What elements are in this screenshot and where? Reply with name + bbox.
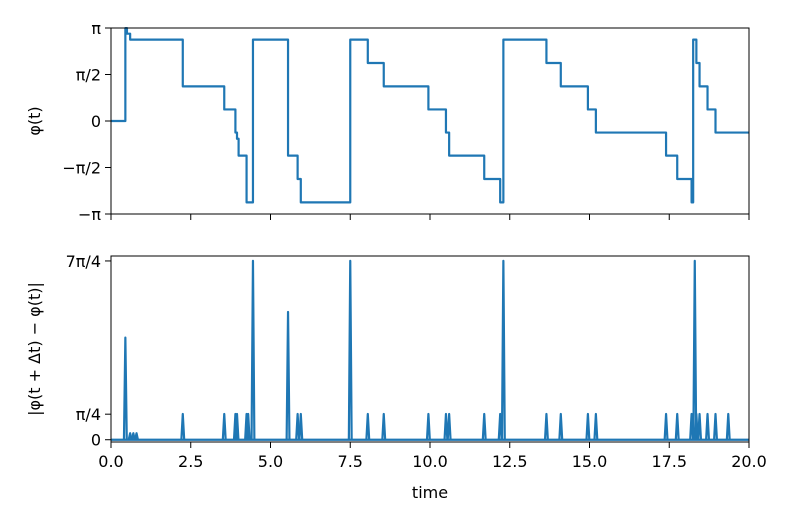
jump-spike: [585, 412, 591, 440]
time-x-tick-label: 10.0: [412, 452, 448, 471]
jump-spike: [543, 412, 549, 440]
jump-spike: [295, 412, 301, 440]
time-x-tick-label: 20.0: [731, 452, 767, 471]
time-axis-label: time: [412, 483, 448, 502]
jump-spike: [674, 412, 680, 440]
jump-y-tick-label: 7π/4: [66, 252, 101, 271]
jump-y-axis-label: |φ(t + Δt) − φ(t)|: [25, 282, 44, 416]
jump-spike: [130, 432, 136, 440]
jump-spike: [180, 412, 186, 440]
jump-series: [111, 259, 749, 441]
phase-series: [111, 26, 749, 204]
jump-spike: [365, 412, 371, 440]
phase-y-tick-label: π: [91, 19, 101, 38]
jump-spike: [692, 259, 698, 440]
jump-spike: [500, 259, 506, 440]
phase-y-tick-label: −π: [78, 205, 101, 224]
time-x-tick-label: 2.5: [178, 452, 203, 471]
jump-spike: [443, 412, 449, 440]
jump-spike: [693, 412, 699, 440]
phase-y-tick-label: π/2: [76, 65, 101, 84]
phase-y-axis-label: φ(t): [25, 106, 44, 135]
jump-spike: [697, 412, 703, 440]
jump-spike: [663, 412, 669, 440]
jump-spike: [558, 412, 564, 440]
phase-y-tick-label: −π/2: [62, 159, 101, 178]
jump-spike: [446, 412, 452, 440]
time-x-tick-label: 0.0: [98, 452, 123, 471]
jump-y-tick-label: 0: [91, 431, 101, 450]
jump-x-ticks: 0.0 2.5 5.0 7.5 10.0 12.5 15.0 17.5 20.0: [98, 442, 767, 471]
jump-spike: [705, 412, 711, 440]
jump-spike: [725, 412, 731, 440]
jump-spike: [250, 259, 256, 440]
time-x-tick-label: 5.0: [258, 452, 283, 471]
jump-spike: [245, 412, 251, 440]
jump-spike: [221, 412, 227, 440]
jump-spike: [134, 432, 139, 440]
phase-x-ticks: [110, 214, 750, 220]
time-x-tick-label: 7.5: [338, 452, 363, 471]
jump-spike: [381, 412, 387, 440]
jump-spike: [285, 310, 291, 440]
jump-y-tick-label: π/4: [76, 405, 101, 424]
phase-y-ticks: π π/2 0 −π/2 −π: [62, 19, 111, 224]
jump-axes-frame: [110, 255, 750, 443]
jump-spike: [481, 412, 487, 440]
jump-spike: [298, 412, 304, 440]
jump-spike: [593, 412, 599, 440]
time-x-tick-label: 12.5: [492, 452, 528, 471]
jump-spike: [425, 412, 431, 440]
jump-spike: [127, 432, 133, 440]
jump-spike: [122, 336, 128, 440]
time-x-tick-label: 15.0: [572, 452, 608, 471]
jump-spike: [234, 412, 240, 440]
time-x-tick-label: 17.5: [651, 452, 687, 471]
phase-panel: π π/2 0 −π/2 −π φ(t): [25, 19, 750, 224]
phase-y-tick-label: 0: [91, 112, 101, 131]
phase-series-line: [111, 26, 749, 204]
jump-y-ticks: 7π/4 π/4 0: [66, 252, 111, 450]
jump-spike: [713, 412, 718, 440]
jump-spike: [347, 259, 353, 440]
phase-jump-panel: 7π/4 π/4 0 0.0 2.5 5.0 7.5 10.0 12.5 15.0 17.5 20.…: [25, 252, 767, 502]
phase-axes-frame: [110, 27, 750, 215]
